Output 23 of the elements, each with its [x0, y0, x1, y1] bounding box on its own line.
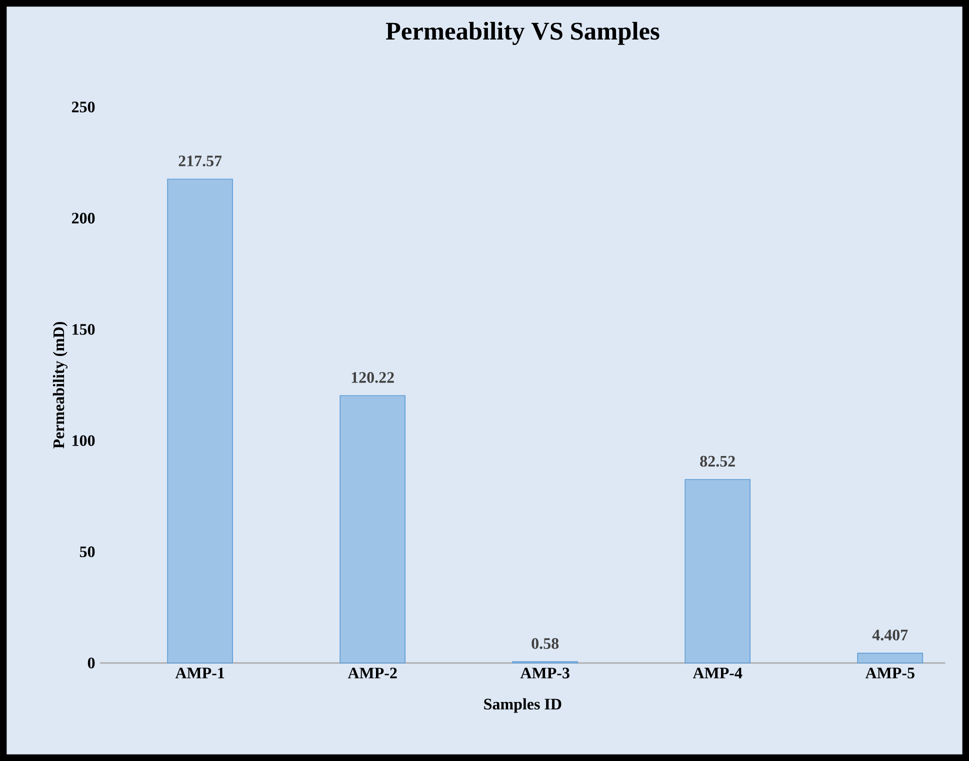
x-tick-label: AMP-1: [175, 668, 224, 678]
y-tick-label: 100: [72, 435, 95, 446]
data-label: 217.57: [178, 156, 222, 166]
data-label: 0.58: [532, 638, 559, 649]
bar: [167, 178, 233, 664]
bar: [684, 479, 751, 664]
y-tick-label: 150: [72, 324, 95, 335]
x-axis-title: Samples ID: [484, 698, 562, 713]
y-tick-label: 0: [88, 658, 95, 668]
y-tick-label: 200: [72, 212, 95, 224]
data-label: 82.52: [700, 456, 735, 467]
bar: [857, 652, 924, 664]
bar: [340, 395, 406, 664]
data-label: 120.22: [352, 372, 394, 383]
x-tick-label: AMP-5: [865, 668, 914, 678]
x-tick-label: AMP-2: [348, 668, 397, 678]
x-tick-label: AMP-3: [520, 668, 570, 678]
chart-title: Permeability VS Samples: [386, 22, 660, 45]
y-tick-label: 250: [72, 102, 95, 112]
y-tick-label: 50: [80, 546, 95, 558]
data-label: 4.407: [872, 630, 908, 640]
y-axis-title: Permeability (mD): [52, 322, 68, 448]
x-tick-label: AMP-4: [692, 668, 742, 678]
